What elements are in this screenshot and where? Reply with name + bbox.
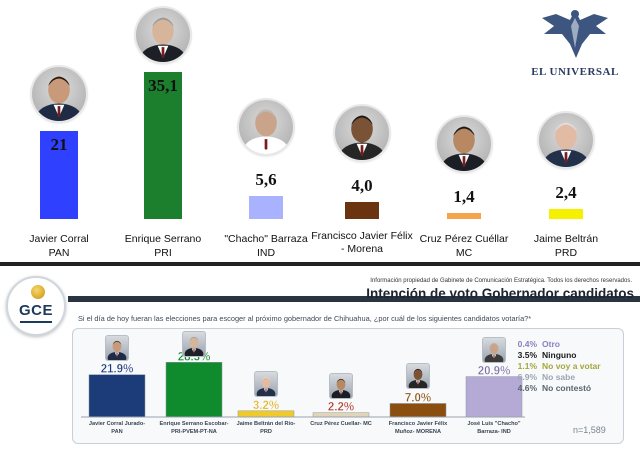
header-band: [68, 296, 640, 302]
el-universal-logo-text: EL UNIVERSAL: [531, 66, 619, 78]
bottom-value-label: 2.2%: [328, 402, 354, 414]
legend-item: 6.9% No sabe: [511, 372, 575, 382]
bottom-value-label: 21.9%: [101, 364, 134, 376]
top-value-label: 4,0: [351, 176, 373, 196]
gce-logo: GCE: [6, 276, 66, 336]
legend-value: 0.4%: [517, 339, 537, 349]
legend-item: 4.6% No contestó: [511, 383, 592, 393]
top-bar: [40, 131, 78, 219]
legend-item: 1.1% No voy a votar: [511, 361, 601, 371]
bottom-value-label: 20.9%: [478, 366, 511, 378]
bottom-bar: [465, 376, 523, 418]
top-value-label: 5,6: [255, 169, 277, 189]
gce-badge-icon: [31, 285, 45, 299]
sample-size: n=1,589: [573, 425, 606, 435]
candidate-photo: [136, 8, 190, 63]
legend-value: 1.1%: [517, 361, 537, 371]
legend-value: 3.5%: [517, 350, 537, 360]
legend-label: Otro: [542, 339, 560, 349]
bottom-category-label: PRD: [260, 429, 272, 435]
candidate-name: Javier Corral: [29, 233, 89, 245]
candidate-name: "Chacho" Barraza: [224, 233, 308, 245]
candidate-photo: [335, 106, 389, 161]
survey-question: Si el día de hoy fueran las elecciones p…: [78, 314, 532, 323]
bottom-category-label: Muñoz- MORENA: [395, 429, 441, 435]
legend-label: No voy a votar: [542, 361, 601, 371]
candidate-name: Francisco Javier Félix - Morena: [311, 230, 413, 255]
top-value-label: 35,1: [148, 76, 178, 96]
legend-label: No sabe: [542, 372, 576, 382]
candidate-photo-small: [105, 334, 129, 361]
bottom-category-label: Jaime Beltrán del Río-: [237, 421, 296, 427]
gce-logo-text: GCE: [18, 302, 53, 319]
bottom-bar: [165, 362, 223, 418]
bottom-bar-plot: 21.9%Javier Corral Jurado-PAN28.3%Enriqu…: [81, 351, 525, 435]
bottom-chart: GCE Información propiedad de Gabinete de…: [0, 266, 640, 450]
bottom-category-label: Francisco Javier Félix: [389, 421, 448, 427]
top-value-label: 2,4: [555, 182, 577, 202]
candidate-photo: [539, 112, 593, 167]
bottom-value-label: 3.2%: [253, 400, 279, 412]
top-bar: [144, 72, 182, 219]
bottom-value-label: 7.0%: [405, 392, 431, 404]
question-box: Si el día de hoy fueran las elecciones p…: [72, 314, 620, 326]
legend-label: No contestó: [542, 383, 592, 393]
candidate-photo: [32, 67, 86, 122]
candidate-photo-small: [254, 370, 278, 397]
candidate-party: PAN: [48, 247, 70, 259]
candidate-party: PRD: [554, 247, 578, 259]
copyright-note: Información propiedad de Gabinete de Com…: [370, 278, 632, 284]
bottom-category-label: Enrique Serrano Escobar-: [159, 421, 228, 427]
candidate-name: Enrique Serrano: [124, 233, 202, 245]
legend-item: 0.4% Otro: [511, 339, 560, 349]
plot-frame: 21.9% Javier Corral Jurado- PAN 28.3% Enriqu…: [72, 328, 624, 444]
legend-item: 3.5% Ninguno: [511, 350, 577, 360]
bottom-category-label: Javier Corral Jurado-: [89, 421, 145, 427]
top-value-label: 1,4: [453, 187, 475, 206]
bottom-bar: [389, 403, 447, 418]
candidate-photo: [239, 99, 293, 154]
candidate-name: Jaime Beltrán: [533, 233, 599, 245]
top-chart: 21 Javier Corral PAN 35,1 Enrique Serrano PRI…: [29, 4, 634, 259]
top-bar: [345, 202, 379, 219]
bottom-category-label: Barraza- IND: [477, 429, 511, 435]
section-divider: [0, 262, 640, 266]
legend-value: 6.9%: [517, 372, 537, 382]
bottom-category-label: PRI-PVEM-PT-NA: [171, 429, 217, 435]
candidate-photo: [437, 117, 491, 171]
bottom-category-label: José Luis "Chacho": [467, 421, 521, 427]
candidate-party: PRI: [154, 247, 172, 259]
legend-label: Ninguno: [542, 350, 577, 360]
eagle-icon: [542, 10, 608, 58]
candidate-photo-small: [329, 372, 353, 399]
top-value-label: 21: [50, 135, 68, 155]
top-bar: [447, 213, 481, 219]
gce-logo-underline: [20, 321, 52, 323]
bottom-category-label: PAN: [111, 429, 122, 435]
candidate-photo-small: [482, 336, 506, 363]
candidate-name: Cruz Pérez Cuéllar: [419, 233, 509, 245]
candidate-party: IND: [256, 247, 276, 259]
bottom-category-label: Cruz Pérez Cuellar- MC: [310, 421, 372, 427]
chart-title: Intención de voto Gobernador candidatos: [366, 286, 634, 301]
candidate-photo-small: [406, 363, 430, 390]
el-universal-logo: EL UNIVERSAL: [516, 4, 634, 82]
candidate-photo-small: [182, 331, 206, 357]
top-bar: [549, 208, 583, 219]
legend-value: 4.6%: [517, 383, 537, 393]
top-bar: [249, 195, 283, 219]
candidate-party: MC: [455, 247, 473, 259]
bottom-bar: [88, 374, 146, 418]
